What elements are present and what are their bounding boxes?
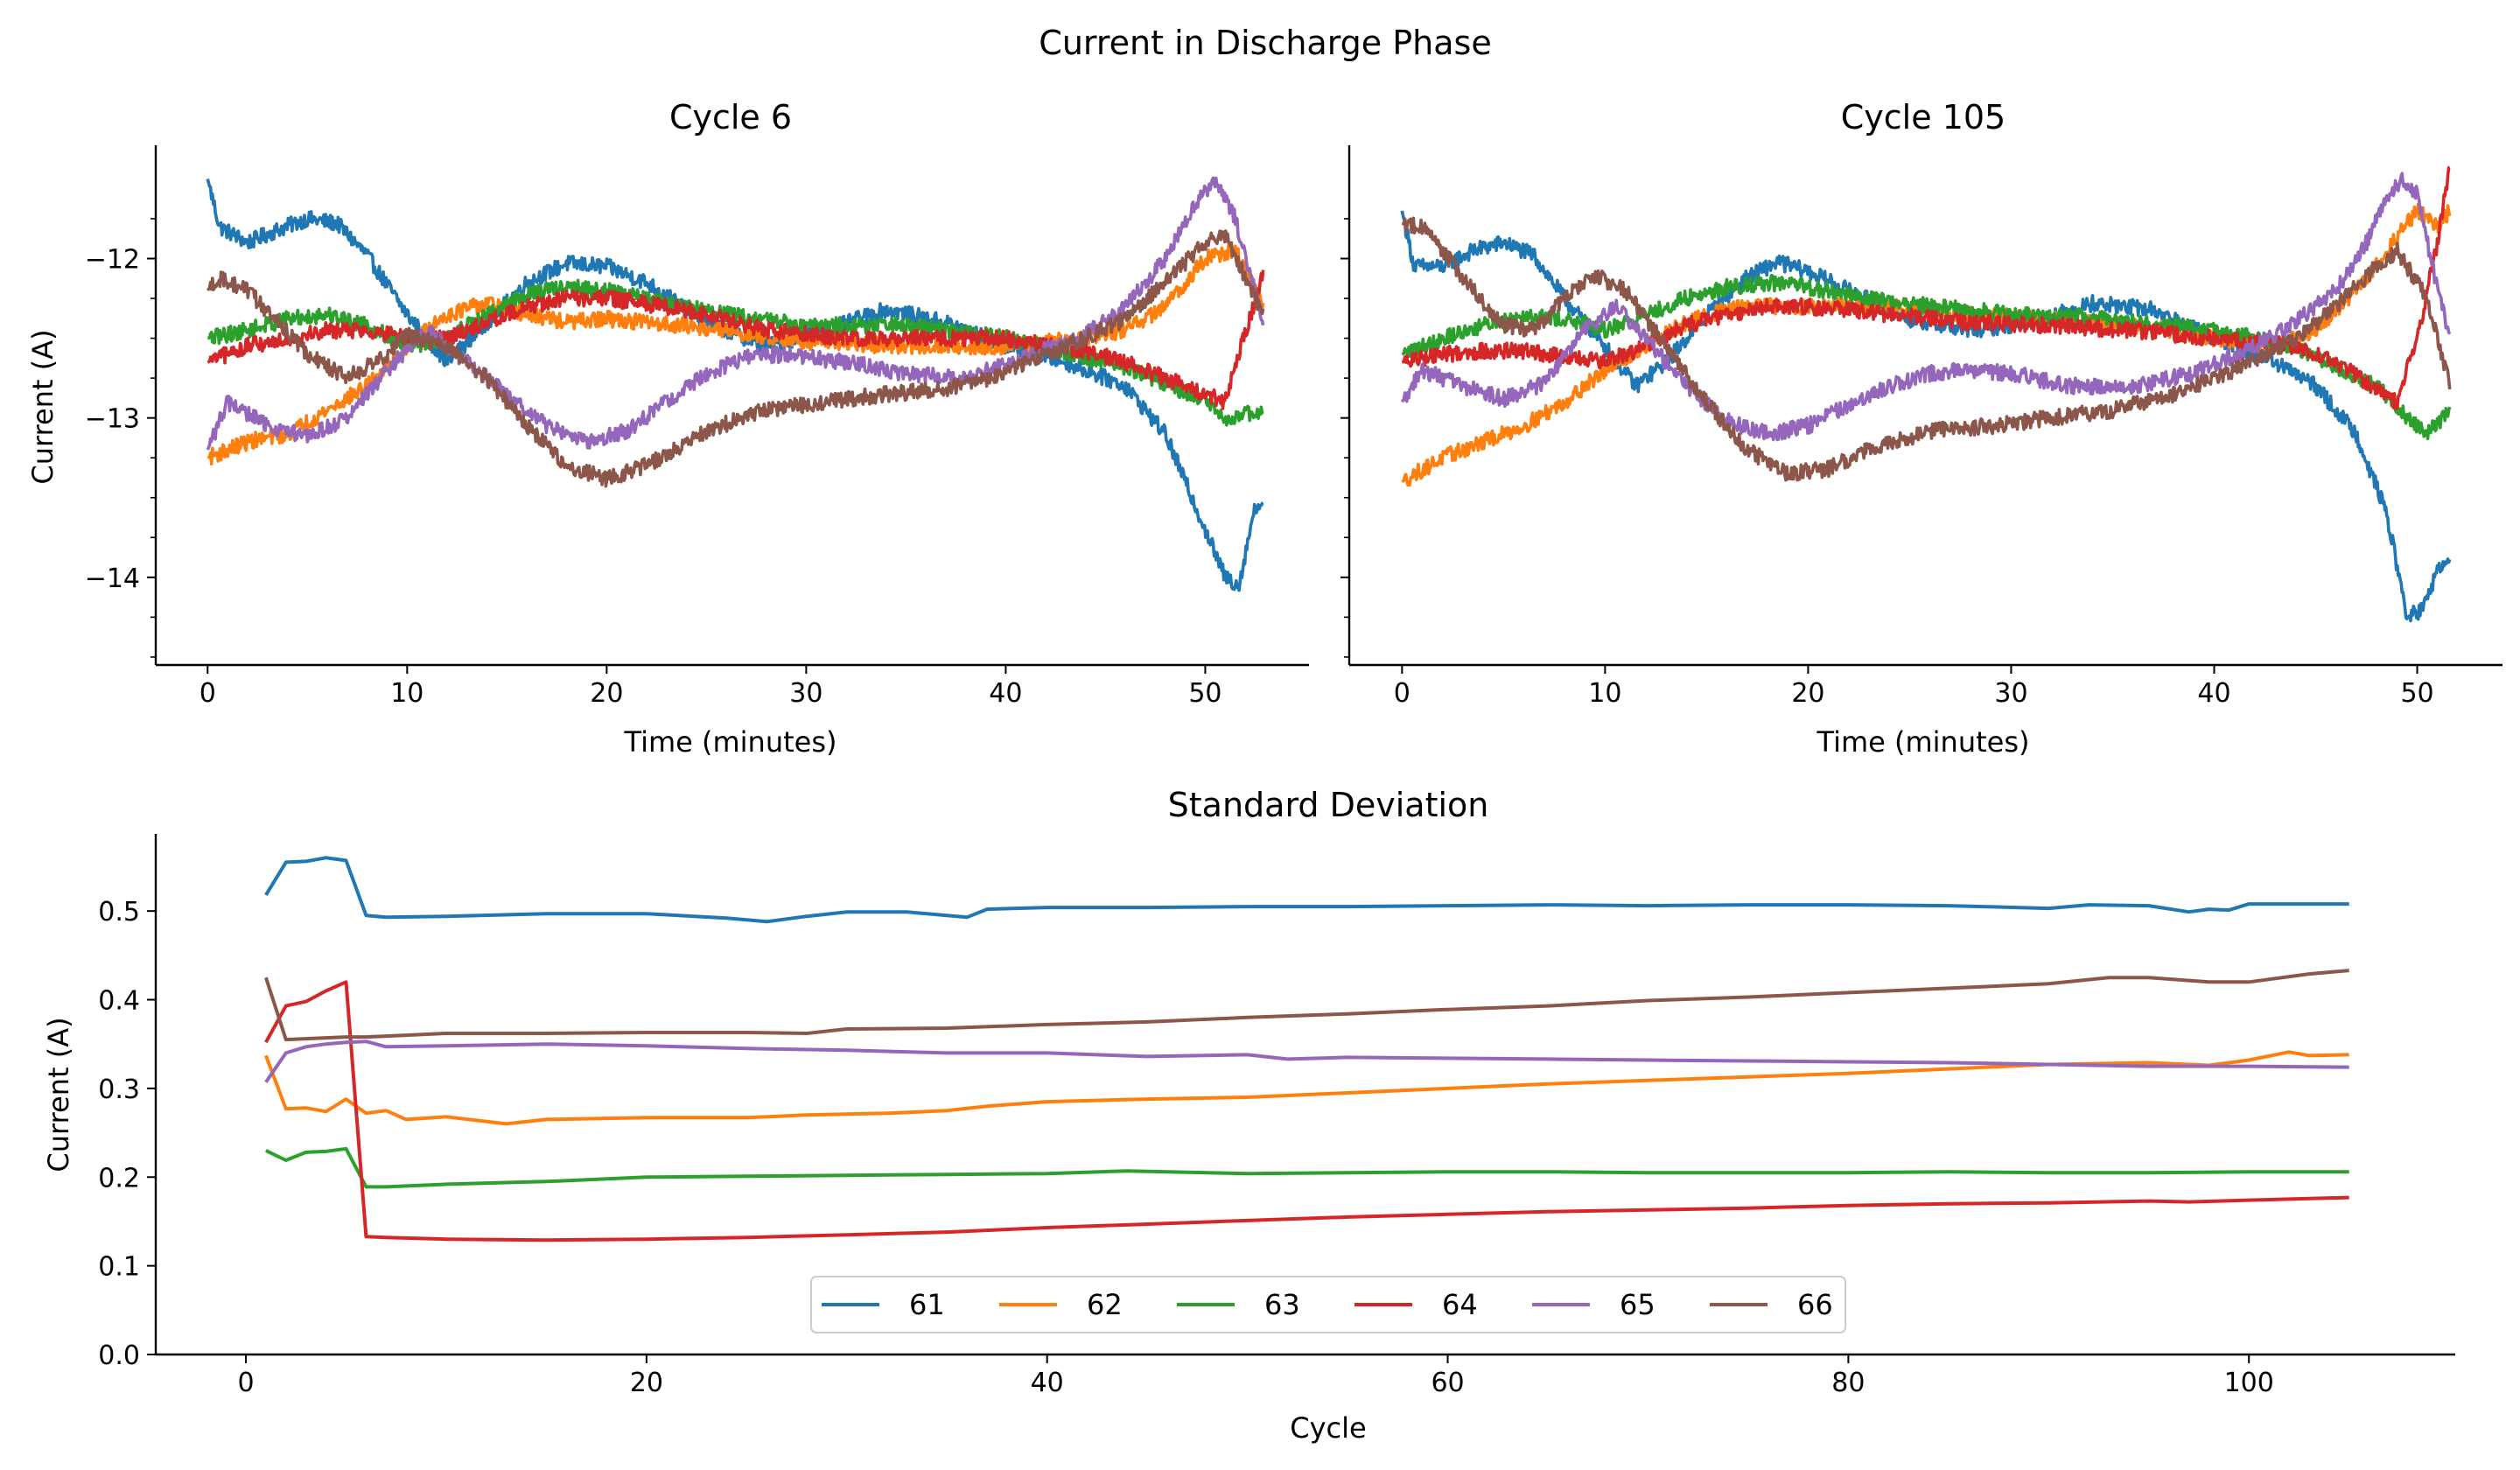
legend: 61 62 63 64 65 66 bbox=[810, 1276, 1846, 1334]
x-tick-label: 80 bbox=[1831, 1368, 1865, 1398]
x-tick-label: 100 bbox=[2224, 1368, 2274, 1398]
y-tick-label: −12 bbox=[85, 245, 140, 276]
y-tick-label: 0.4 bbox=[98, 986, 140, 1017]
y-tick-label: 0.2 bbox=[98, 1163, 140, 1194]
x-tick-label: 10 bbox=[1588, 678, 1621, 709]
x-tick-label: 0 bbox=[237, 1368, 254, 1398]
series-lines bbox=[263, 856, 2349, 1242]
series-line-65 bbox=[264, 1040, 2349, 1083]
legend-label-61: 61 bbox=[909, 1288, 945, 1321]
legend-label-62: 62 bbox=[1087, 1288, 1123, 1321]
x-axis-label: Time (minutes) bbox=[624, 725, 837, 759]
series-line-65 bbox=[206, 176, 1265, 451]
chart-title: Standard Deviation bbox=[1168, 786, 1489, 824]
x-tick-label: 40 bbox=[2197, 678, 2230, 709]
x-tick-label: 40 bbox=[1031, 1368, 1064, 1398]
x-tick-label: 60 bbox=[1431, 1368, 1464, 1398]
series-line-65 bbox=[1400, 172, 2452, 442]
legend-label-65: 65 bbox=[1620, 1288, 1656, 1321]
chart-standard-deviation: Standard Deviation Cycle Current (A) 0 20… bbox=[42, 786, 2455, 1445]
chart-title: Cycle 105 bbox=[1841, 98, 2006, 136]
series-line-64 bbox=[1401, 165, 2451, 410]
series-line-63 bbox=[265, 1146, 2349, 1189]
figure-suptitle: Current in Discharge Phase bbox=[1039, 24, 1491, 62]
legend-label-63: 63 bbox=[1264, 1288, 1300, 1321]
series-line-66 bbox=[206, 229, 1265, 488]
x-tick-label: 0 bbox=[200, 678, 216, 709]
x-tick-label: 20 bbox=[1791, 678, 1824, 709]
legend-label-64: 64 bbox=[1442, 1288, 1478, 1321]
legend-label-66: 66 bbox=[1797, 1288, 1833, 1321]
y-tick-label: 0.1 bbox=[98, 1252, 140, 1283]
y-tick-label: 0.0 bbox=[98, 1340, 140, 1371]
series-line-64 bbox=[264, 980, 2349, 1242]
y-tick-label: −14 bbox=[85, 564, 140, 594]
x-axis-label: Time (minutes) bbox=[1816, 725, 2030, 759]
series-line-61 bbox=[1400, 210, 2452, 623]
y-axis-label: Current (A) bbox=[26, 329, 60, 484]
chart-cycle-105: Cycle 105 Time (minutes) 0 10 20 30 40 50 bbox=[1340, 98, 2502, 759]
y-tick-label: 0.3 bbox=[98, 1074, 140, 1105]
x-tick-label: 30 bbox=[1994, 678, 2027, 709]
x-axis-label: Cycle bbox=[1290, 1411, 1366, 1445]
x-tick-label: 0 bbox=[1394, 678, 1410, 709]
x-tick-label: 40 bbox=[989, 678, 1022, 709]
y-tick-label: 0.5 bbox=[98, 897, 140, 928]
series-line-64 bbox=[206, 270, 1265, 410]
series-line-61 bbox=[264, 856, 2349, 924]
x-tick-label: 50 bbox=[2400, 678, 2433, 709]
x-tick-label: 20 bbox=[630, 1368, 663, 1398]
y-axis-label: Current (A) bbox=[42, 1017, 75, 1172]
series-line-66 bbox=[263, 969, 2349, 1042]
chart-title: Cycle 6 bbox=[669, 98, 792, 136]
x-tick-label: 20 bbox=[590, 678, 623, 709]
chart-cycle-6: Cycle 6 Time (minutes) Current (A) 0 10 20… bbox=[26, 98, 1309, 759]
x-tick-label: 50 bbox=[1188, 678, 1222, 709]
series-line-66 bbox=[1401, 216, 2452, 482]
series-line-62 bbox=[264, 1050, 2349, 1126]
legend-frame bbox=[810, 1276, 1846, 1334]
y-tick-label: −13 bbox=[85, 404, 140, 435]
series-lines bbox=[206, 176, 1265, 592]
series-lines bbox=[1400, 165, 2452, 623]
x-tick-label: 30 bbox=[789, 678, 822, 709]
x-tick-label: 10 bbox=[390, 678, 424, 709]
